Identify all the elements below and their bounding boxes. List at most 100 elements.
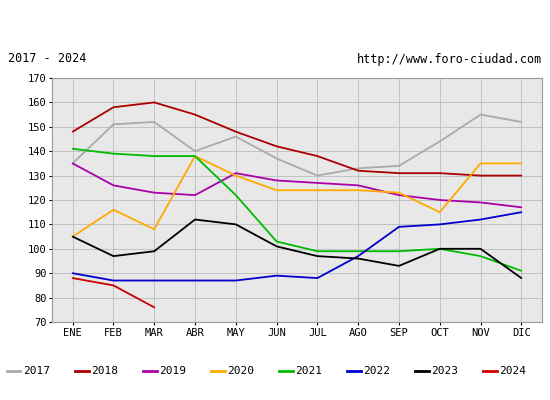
2019 [477,200,484,205]
Text: Evolucion del paro registrado en Begonte: Evolucion del paro registrado en Begonte [116,14,434,28]
2018 [273,144,280,149]
Line: 2019: 2019 [73,164,521,207]
2018 [233,129,239,134]
2021 [233,193,239,198]
2023 [314,254,321,258]
2022 [110,278,117,283]
2020 [273,188,280,193]
2021 [518,268,525,273]
2017 [395,164,402,168]
2019 [314,180,321,185]
2021 [395,249,402,254]
2020 [477,161,484,166]
2019 [110,183,117,188]
2019 [355,183,361,188]
Line: 2023: 2023 [73,220,521,278]
2018 [518,173,525,178]
2022 [233,278,239,283]
Text: 2022: 2022 [364,366,390,376]
2019 [518,205,525,210]
2022 [355,254,361,258]
2019 [273,178,280,183]
2023 [477,246,484,251]
Text: 2018: 2018 [91,366,118,376]
2019 [69,161,76,166]
2021 [69,146,76,151]
2024 [110,283,117,288]
2022 [192,278,199,283]
2023 [192,217,199,222]
2020 [69,234,76,239]
2018 [314,154,321,158]
2018 [69,129,76,134]
2017 [314,173,321,178]
Text: 2017: 2017 [23,366,50,376]
2021 [437,246,443,251]
2022 [151,278,157,283]
2021 [192,154,199,158]
2020 [233,173,239,178]
Text: 2019: 2019 [160,366,186,376]
2020 [518,161,525,166]
Line: 2022: 2022 [73,212,521,280]
Text: http://www.foro-ciudad.com: http://www.foro-ciudad.com [356,52,542,66]
2020 [192,154,199,158]
Text: 2021: 2021 [295,366,322,376]
2023 [518,276,525,280]
2022 [518,210,525,215]
2022 [395,224,402,229]
2018 [437,171,443,176]
2020 [314,188,321,193]
2022 [314,276,321,280]
Line: 2018: 2018 [73,102,521,176]
2017 [273,156,280,161]
2018 [192,112,199,117]
2022 [477,217,484,222]
2017 [355,166,361,171]
2023 [273,244,280,249]
2017 [477,112,484,117]
2018 [355,168,361,173]
2018 [110,105,117,110]
2022 [273,273,280,278]
2020 [110,207,117,212]
2021 [355,249,361,254]
2017 [192,149,199,154]
2021 [151,154,157,158]
2018 [477,173,484,178]
2018 [151,100,157,105]
2024 [69,276,76,280]
Line: 2024: 2024 [73,278,154,307]
Text: 2017 - 2024: 2017 - 2024 [8,52,87,66]
2019 [437,198,443,202]
Line: 2020: 2020 [73,156,521,237]
2023 [151,249,157,254]
2017 [110,122,117,127]
2024 [151,305,157,310]
2023 [437,246,443,251]
2020 [355,188,361,193]
2022 [437,222,443,227]
2017 [151,120,157,124]
2020 [437,210,443,215]
2022 [69,271,76,276]
2023 [233,222,239,227]
2019 [395,193,402,198]
2023 [395,264,402,268]
2019 [192,193,199,198]
2017 [437,139,443,144]
2017 [69,161,76,166]
2019 [233,171,239,176]
Text: 2020: 2020 [227,366,254,376]
Text: 2024: 2024 [499,366,526,376]
Line: 2021: 2021 [73,149,521,271]
2021 [314,249,321,254]
2017 [518,120,525,124]
2020 [151,227,157,232]
Text: 2023: 2023 [432,366,459,376]
2021 [110,151,117,156]
2023 [69,234,76,239]
2021 [273,239,280,244]
2020 [395,190,402,195]
2018 [395,171,402,176]
